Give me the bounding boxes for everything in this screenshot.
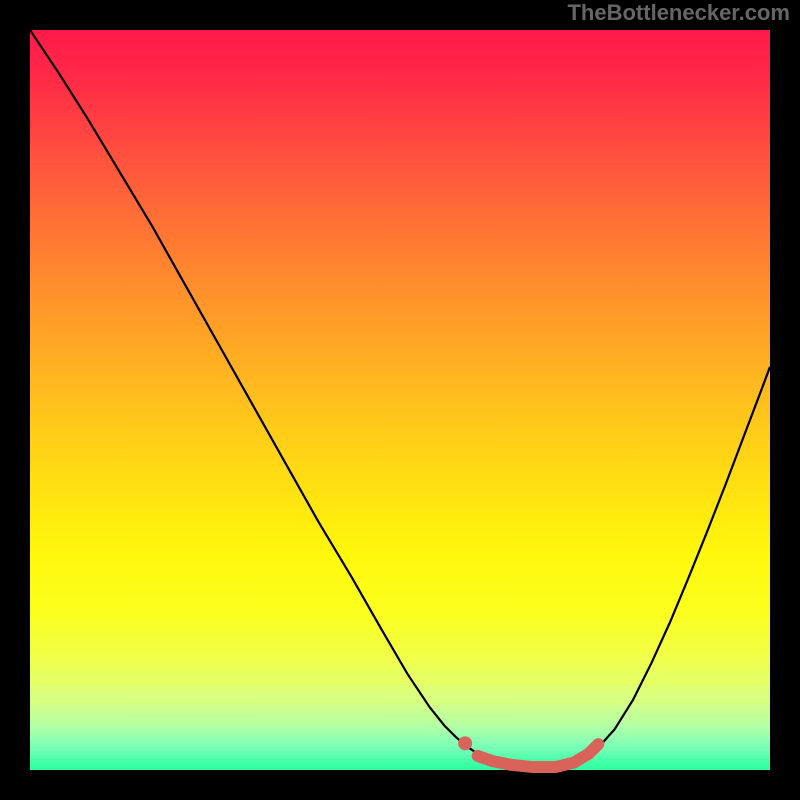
watermark-text: TheBottlenecker.com xyxy=(567,0,790,26)
chart-container: TheBottlenecker.com xyxy=(0,0,800,800)
bottleneck-chart xyxy=(0,0,800,800)
optimal-point-marker xyxy=(458,736,472,750)
